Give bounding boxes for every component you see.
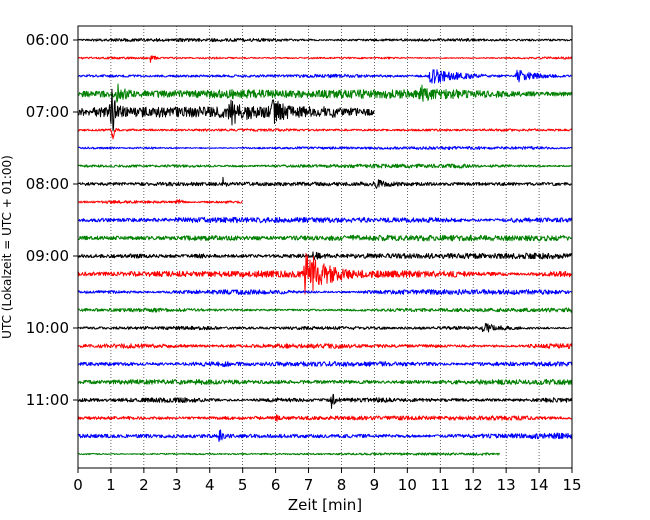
y-tick-label: 10:00 [26,319,69,337]
x-tick-label: 11 [431,476,450,494]
trace-line-1115 [77,414,573,422]
trace-line-0830 [77,216,573,224]
trace-line-0930 [77,288,573,296]
trace-line-1145 [77,452,500,456]
trace-line-1015 [77,343,573,349]
x-tick-label: 12 [464,476,483,494]
trace-line-0815 [77,199,243,204]
trace-line-0800 [77,176,573,189]
trace-line-0645 [77,83,573,103]
trace-line-0615 [77,55,573,63]
x-tick-label: 2 [139,476,149,494]
trace-line-1130 [77,429,573,442]
trace-line-0700 [77,88,375,132]
trace-line-1000 [77,322,573,333]
y-axis-title: UTC (Lokalzeit = UTC + 01:00) [0,155,14,339]
trace-line-0715 [77,128,573,140]
x-tick-label: 5 [238,476,248,494]
x-tick-label: 4 [205,476,215,494]
x-tick-label: 0 [73,476,83,494]
x-tick-label: 10 [398,476,417,494]
trace-line-1100 [77,393,573,409]
x-axis: 0 1 2 3 4 5 6 7 8 9 10 11 12 13 14 15 [73,468,582,494]
x-tick-label: 15 [562,476,581,494]
y-tick-label: 08:00 [26,175,69,193]
plot-frame [77,25,573,469]
trace-line-0600 [77,37,573,43]
x-tick-label: 1 [106,476,116,494]
trace-line-0730 [77,145,573,151]
y-tick-label: 11:00 [26,391,69,409]
trace-line-0915 [77,253,573,295]
trace-line-1045 [77,378,573,386]
x-tick-label: 9 [370,476,380,494]
x-axis-title: Zeit [min] [288,496,362,514]
x-tick-label: 6 [271,476,281,494]
y-tick-label: 09:00 [26,247,69,265]
trace-line-1030 [77,361,573,368]
trace-line-0945 [77,307,573,313]
trace-line-0745 [77,163,573,169]
x-tick-label: 14 [530,476,549,494]
y-tick-label: 07:00 [26,103,69,121]
x-tick-label: 7 [304,476,314,494]
trace-line-0900 [77,251,573,261]
y-axis: 06:00 07:00 08:00 09:00 10:00 11:00 [26,31,78,409]
trace-line-0845 [77,234,573,242]
x-tick-label: 13 [497,476,516,494]
trace-line-0630 [77,69,573,84]
x-tick-label: 8 [337,476,347,494]
y-tick-label: 06:00 [26,31,69,49]
x-tick-label: 3 [172,476,182,494]
trace-group [77,37,573,456]
